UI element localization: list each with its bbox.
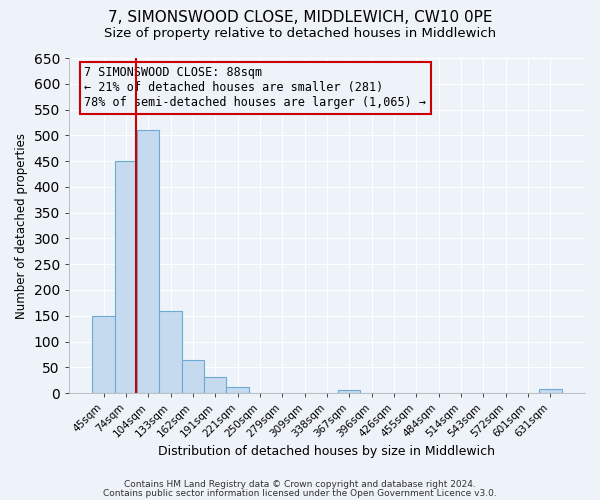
Text: Size of property relative to detached houses in Middlewich: Size of property relative to detached ho… xyxy=(104,28,496,40)
Text: Contains HM Land Registry data © Crown copyright and database right 2024.: Contains HM Land Registry data © Crown c… xyxy=(124,480,476,489)
Bar xyxy=(182,360,204,393)
Bar xyxy=(226,387,249,393)
Bar xyxy=(204,376,226,393)
Text: 7, SIMONSWOOD CLOSE, MIDDLEWICH, CW10 0PE: 7, SIMONSWOOD CLOSE, MIDDLEWICH, CW10 0P… xyxy=(108,10,492,25)
X-axis label: Distribution of detached houses by size in Middlewich: Distribution of detached houses by size … xyxy=(158,444,496,458)
Bar xyxy=(92,316,115,393)
Bar xyxy=(115,161,137,393)
Y-axis label: Number of detached properties: Number of detached properties xyxy=(15,132,28,318)
Text: 7 SIMONSWOOD CLOSE: 88sqm
← 21% of detached houses are smaller (281)
78% of semi: 7 SIMONSWOOD CLOSE: 88sqm ← 21% of detac… xyxy=(85,66,427,110)
Bar xyxy=(338,390,361,393)
Bar xyxy=(137,130,160,393)
Bar xyxy=(160,310,182,393)
Text: Contains public sector information licensed under the Open Government Licence v3: Contains public sector information licen… xyxy=(103,488,497,498)
Bar xyxy=(539,389,562,393)
